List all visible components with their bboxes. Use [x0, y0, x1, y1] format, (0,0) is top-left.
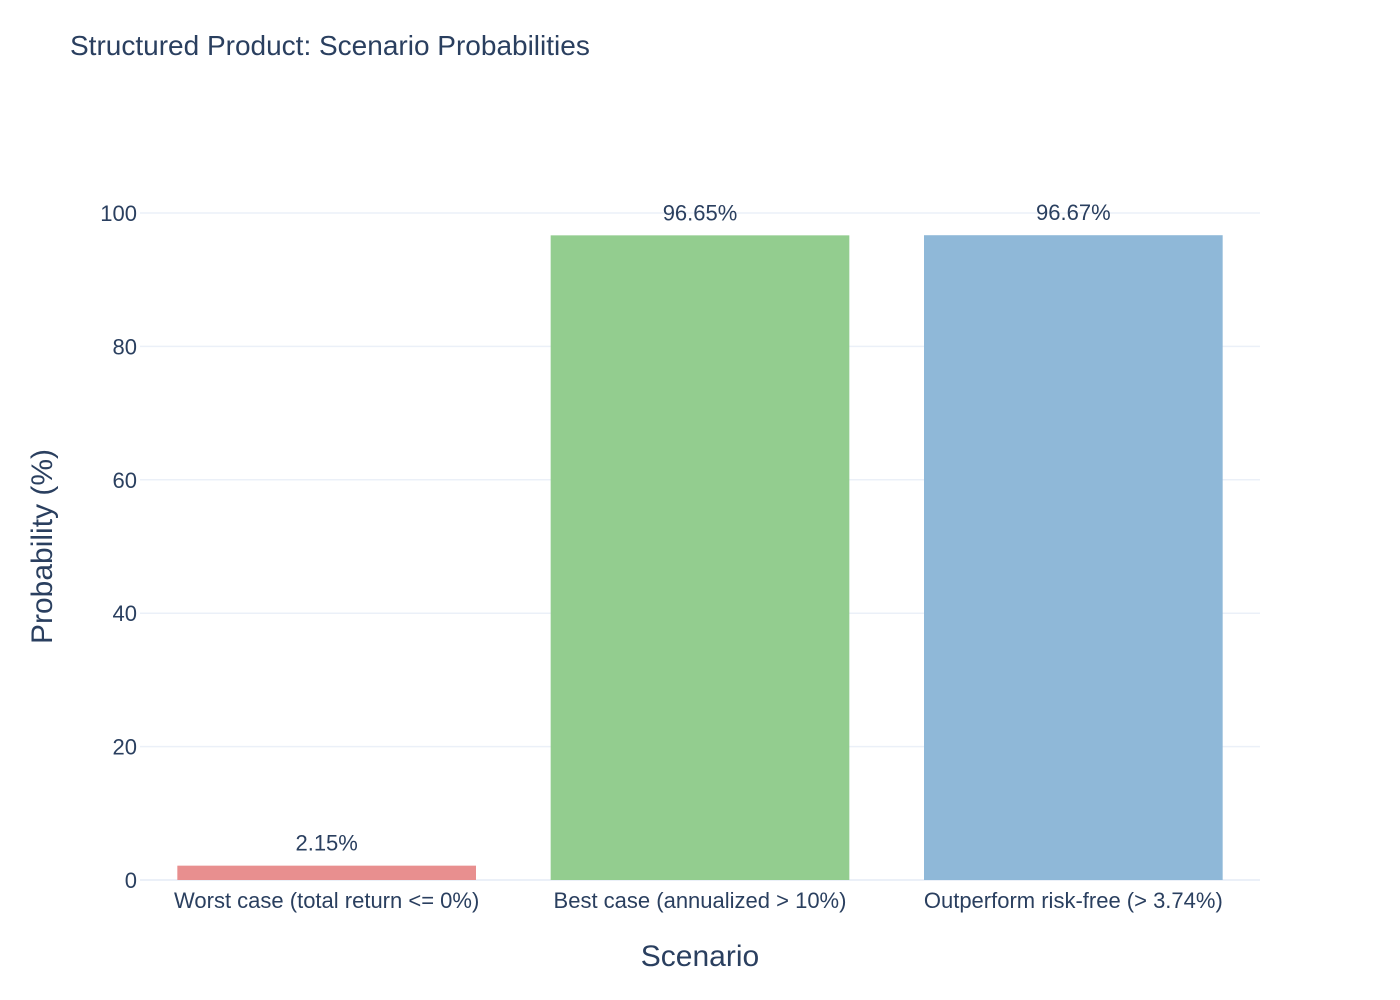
- x-axis-ticks: Worst case (total return <= 0%) Best case…: [174, 888, 1223, 913]
- y-tick-label: 60: [113, 468, 137, 493]
- y-axis-title: Probability (%): [26, 449, 59, 644]
- bar-data-label: 96.65%: [663, 200, 738, 225]
- bar: [177, 865, 477, 880]
- y-tick-label: 100: [100, 201, 137, 226]
- y-tick-label: 80: [113, 334, 137, 359]
- data-labels: 2.15% 96.65% 96.67%: [295, 200, 1110, 855]
- y-tick-label: 20: [113, 735, 137, 760]
- bar: [924, 235, 1223, 880]
- bar-data-label: 96.67%: [1036, 200, 1111, 225]
- y-tick-label: 40: [113, 601, 137, 626]
- x-tick-label: Worst case (total return <= 0%): [174, 888, 479, 913]
- bar-data-label: 2.15%: [295, 831, 357, 856]
- bar: [550, 235, 850, 881]
- x-tick-label: Best case (annualized > 10%): [554, 888, 847, 913]
- bars: [177, 235, 1223, 881]
- x-axis-title: Scenario: [641, 940, 759, 973]
- x-tick-label: Outperform risk-free (> 3.74%): [924, 888, 1223, 913]
- y-axis-ticks: 0 20 40 60 80 100: [100, 201, 137, 893]
- chart-title: Structured Product: Scenario Probabiliti…: [70, 30, 590, 61]
- y-tick-label: 0: [125, 868, 137, 893]
